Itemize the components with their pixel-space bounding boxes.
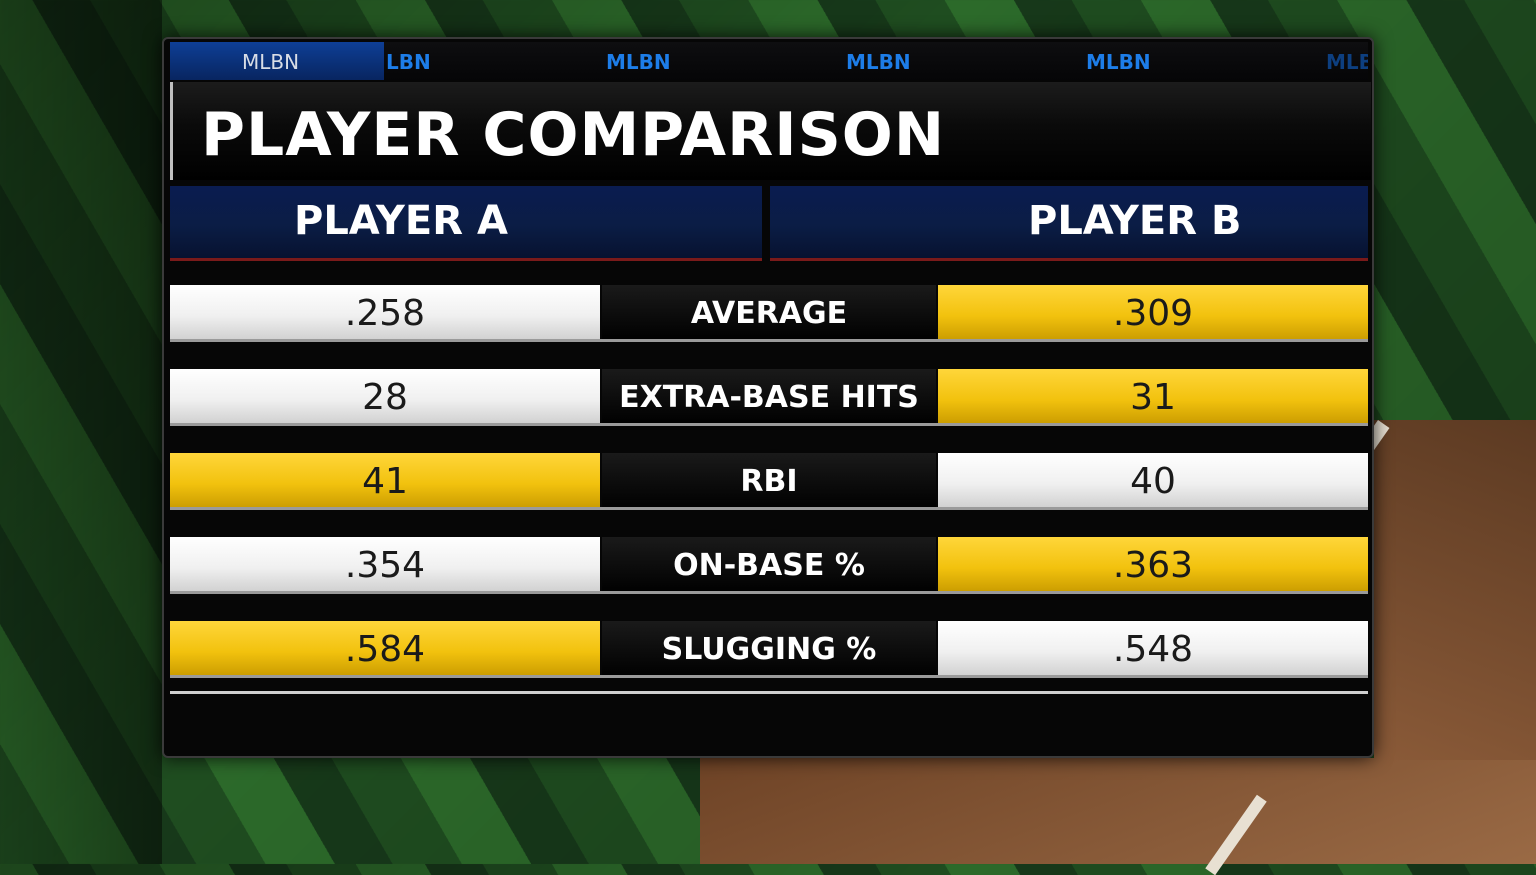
ticker-logo: MLBN <box>242 50 300 74</box>
row-divider <box>170 675 1368 678</box>
player-b-value: .309 <box>938 285 1368 341</box>
player-a-name: PLAYER A <box>294 198 508 244</box>
comparison-board: MLBN LBN MLBN MLBN MLBN MLB PLAYER COMPA… <box>162 37 1374 758</box>
background-dirt-right <box>1374 420 1536 760</box>
row-divider <box>170 339 1368 342</box>
ticker-logo: MLBN <box>606 50 671 74</box>
stat-row-average: .258 AVERAGE .309 <box>170 285 1368 341</box>
row-divider <box>170 507 1368 510</box>
background-dirt-bottom <box>700 758 1536 864</box>
ticker-logo: MLBN <box>846 50 911 74</box>
ticker-logo: MLBN <box>1086 50 1151 74</box>
ticker-logo: MLB <box>1326 50 1368 74</box>
player-a-value: .354 <box>170 537 600 593</box>
player-a-value: 28 <box>170 369 600 425</box>
stat-row-extra-base-hits: 28 EXTRA-BASE HITS 31 <box>170 369 1368 425</box>
board-bottom-line <box>170 691 1368 694</box>
network-ticker: MLBN LBN MLBN MLBN MLBN MLB <box>170 42 1368 80</box>
row-divider <box>170 591 1368 594</box>
player-b-value: 40 <box>938 453 1368 509</box>
stat-label: SLUGGING % <box>602 621 936 677</box>
player-b-value: .548 <box>938 621 1368 677</box>
page-title: PLAYER COMPARISON <box>201 100 946 170</box>
stat-row-rbi: 41 RBI 40 <box>170 453 1368 509</box>
stat-label: EXTRA-BASE HITS <box>602 369 936 425</box>
title-bar: PLAYER COMPARISON <box>170 82 1371 180</box>
player-a-value: .584 <box>170 621 600 677</box>
player-a-value: .258 <box>170 285 600 341</box>
stat-row-slugging: .584 SLUGGING % .548 <box>170 621 1368 677</box>
stat-label: ON-BASE % <box>602 537 936 593</box>
stat-label: RBI <box>602 453 936 509</box>
player-b-name: PLAYER B <box>1028 198 1242 244</box>
player-a-header: PLAYER A <box>170 186 762 261</box>
player-a-value: 41 <box>170 453 600 509</box>
player-b-value: 31 <box>938 369 1368 425</box>
ticker-logo: LBN <box>386 50 431 74</box>
background-shade-left <box>0 0 162 864</box>
stat-label: AVERAGE <box>602 285 936 341</box>
player-b-value: .363 <box>938 537 1368 593</box>
row-divider <box>170 423 1368 426</box>
player-b-header: PLAYER B <box>770 186 1368 261</box>
stat-row-on-base: .354 ON-BASE % .363 <box>170 537 1368 593</box>
ticker-active-highlight <box>170 42 384 80</box>
